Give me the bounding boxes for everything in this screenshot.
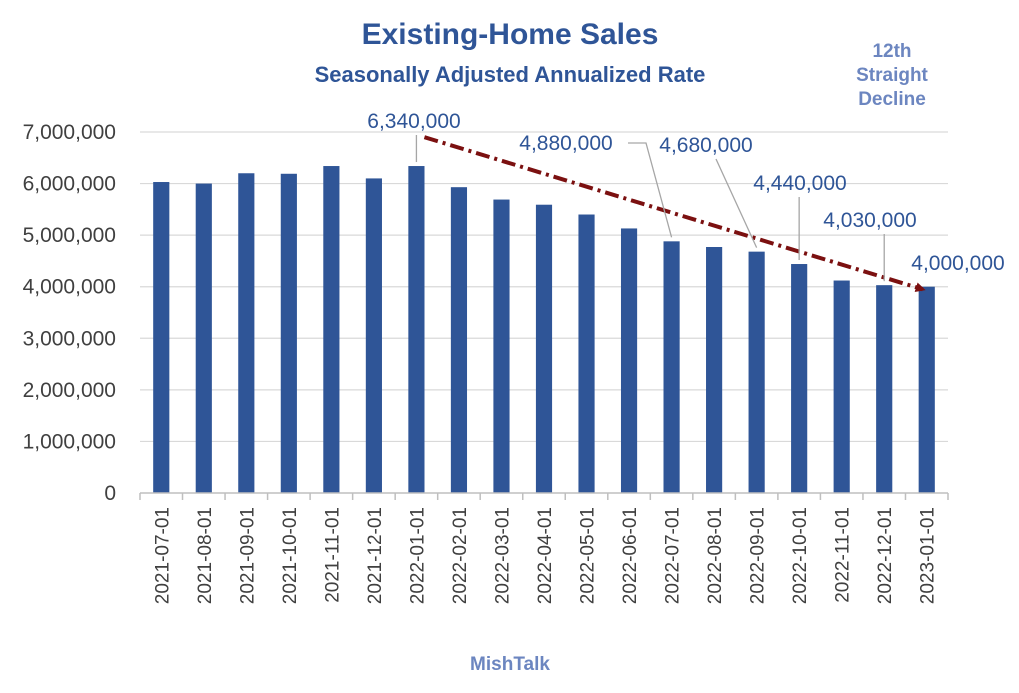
data-label: 4,680,000 [659, 134, 752, 157]
bar [748, 251, 765, 493]
note-line: 12th [872, 41, 911, 62]
x-tick-label: 2022-03-01 [492, 507, 513, 604]
note-line: Straight [856, 65, 928, 86]
x-tick-label: 2022-08-01 [705, 507, 726, 604]
bar [365, 178, 382, 493]
x-tick-label: 2023-01-01 [918, 507, 939, 604]
bar [153, 182, 170, 493]
bar [578, 214, 595, 493]
y-tick-label: 5,000,000 [23, 224, 116, 247]
x-tick-label: 2021-12-01 [365, 507, 386, 604]
x-tick-label: 2022-09-01 [748, 507, 769, 604]
bar [493, 199, 510, 493]
x-tick-label: 2021-08-01 [195, 507, 216, 604]
x-tick-label: 2022-10-01 [790, 507, 811, 604]
bar [323, 166, 340, 493]
y-tick-label: 6,000,000 [23, 173, 116, 196]
x-tick-label: 2022-12-01 [875, 507, 896, 604]
bars [153, 166, 935, 494]
note-line: Decline [858, 89, 926, 110]
bar [791, 264, 808, 493]
footer-label: MishTalk [470, 654, 550, 675]
trend-arrow [423, 135, 926, 293]
bar [918, 286, 935, 493]
y-tick-label: 1,000,000 [23, 430, 116, 453]
bar [195, 183, 212, 494]
y-tick-label: 2,000,000 [23, 379, 116, 402]
y-tick-label: 7,000,000 [23, 121, 116, 144]
bar [663, 241, 680, 493]
chart-subtitle: Seasonally Adjusted Annualized Rate [315, 62, 706, 87]
x-tick-label: 2021-07-01 [152, 507, 173, 604]
y-tick-label: 0 [104, 482, 116, 505]
y-tick-label: 4,000,000 [23, 276, 116, 299]
x-tick-label: 2021-09-01 [237, 507, 258, 604]
x-tick-label: 2022-01-01 [407, 507, 428, 604]
leader-line [628, 142, 673, 238]
annotation-leader-lines [415, 135, 885, 282]
leader-line [715, 158, 758, 248]
data-label: 4,880,000 [519, 132, 612, 155]
x-axis-ticks: 2021-07-01 2021-08-01 2021-09-01 2021-10-01… [139, 493, 949, 604]
data-label: 4,440,000 [753, 172, 846, 195]
x-tick-label: 2022-06-01 [620, 507, 641, 604]
bar [280, 173, 297, 493]
bar [706, 247, 723, 493]
bar [238, 173, 255, 493]
decline-note: 12th Straight Decline [856, 41, 928, 110]
x-tick-label: 2022-02-01 [450, 507, 471, 604]
x-tick-label: 2022-05-01 [578, 507, 599, 604]
x-tick-label: 2022-11-01 [833, 507, 854, 603]
x-tick-label: 2022-07-01 [663, 507, 684, 604]
x-tick-label: 2022-04-01 [535, 507, 556, 604]
bar [876, 285, 893, 493]
data-label: 4,030,000 [823, 209, 916, 232]
bar [620, 228, 638, 493]
x-tick-label: 2021-11-01 [322, 507, 343, 603]
data-label: 4,000,000 [911, 252, 1004, 275]
bar [833, 280, 850, 493]
data-label: 6,340,000 [367, 110, 460, 133]
x-tick-label: 2021-10-01 [280, 507, 301, 604]
bar [408, 166, 425, 493]
bar [450, 187, 468, 493]
y-axis-ticks: 0 1,000,000 2,000,000 3,000,000 4,000,000 5,0… [23, 121, 116, 505]
y-tick-label: 3,000,000 [23, 327, 116, 350]
bar [535, 204, 553, 494]
chart-title: Existing-Home Sales [362, 18, 659, 51]
